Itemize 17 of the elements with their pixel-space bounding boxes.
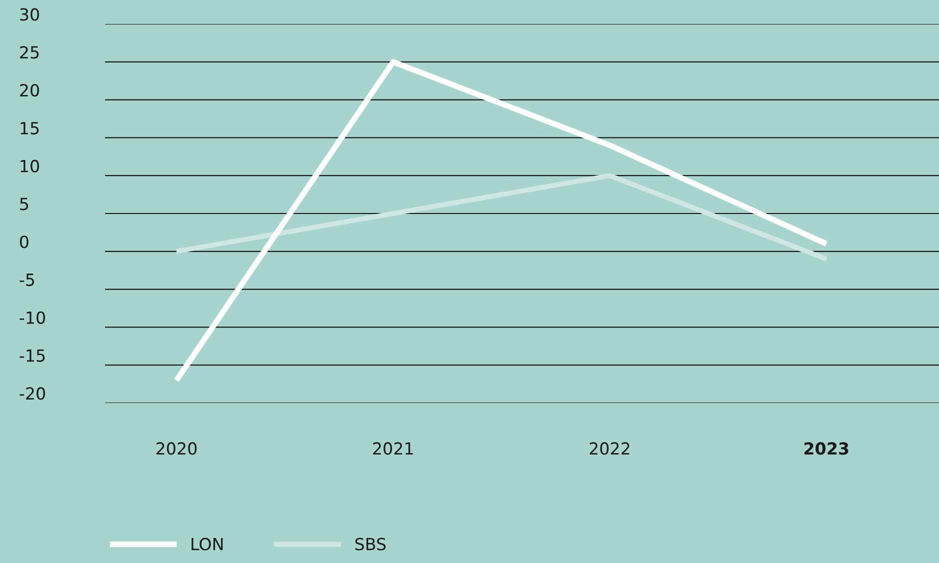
- x-tick-label: 2023: [804, 442, 848, 455]
- legend-label: SBS: [355, 538, 386, 550]
- y-tick-label: 20: [20, 84, 39, 97]
- y-tick-label: 10: [20, 160, 39, 172]
- y-tick-label: -10: [20, 311, 46, 324]
- x-tick-label: 2020: [156, 442, 197, 455]
- y-tick-label: -5: [20, 274, 34, 286]
- y-tick-label: 0: [20, 236, 28, 248]
- y-tick-label: -15: [20, 349, 45, 362]
- y-tick-label: 5: [20, 198, 28, 210]
- y-tick-label: 15: [20, 122, 39, 134]
- x-tick-label: 2022: [590, 442, 630, 455]
- legend-label: LON: [192, 538, 223, 550]
- x-tick-label: 2021: [373, 442, 413, 455]
- y-tick-label: 30: [20, 8, 39, 21]
- y-tick-label: -20: [20, 387, 46, 400]
- y-tick-label: 25: [20, 46, 39, 59]
